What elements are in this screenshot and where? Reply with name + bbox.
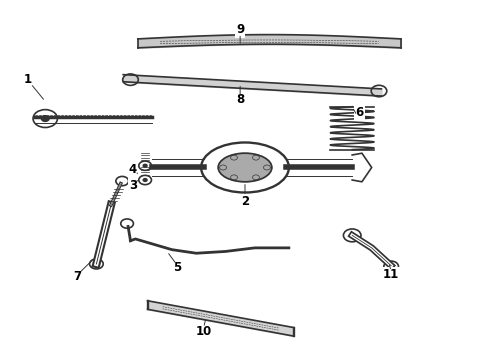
Text: 8: 8	[236, 93, 244, 106]
Text: 2: 2	[241, 195, 249, 208]
Text: 3: 3	[129, 179, 137, 192]
Circle shape	[143, 179, 147, 181]
Text: 1: 1	[24, 73, 32, 86]
Text: 7: 7	[73, 270, 81, 283]
Text: 4: 4	[129, 163, 137, 176]
Text: 11: 11	[383, 268, 399, 281]
Text: 10: 10	[196, 325, 212, 338]
Ellipse shape	[218, 153, 272, 182]
Text: 5: 5	[172, 261, 181, 274]
Text: 6: 6	[355, 105, 364, 119]
Circle shape	[41, 116, 49, 121]
Circle shape	[143, 164, 147, 167]
Text: 9: 9	[236, 23, 244, 36]
